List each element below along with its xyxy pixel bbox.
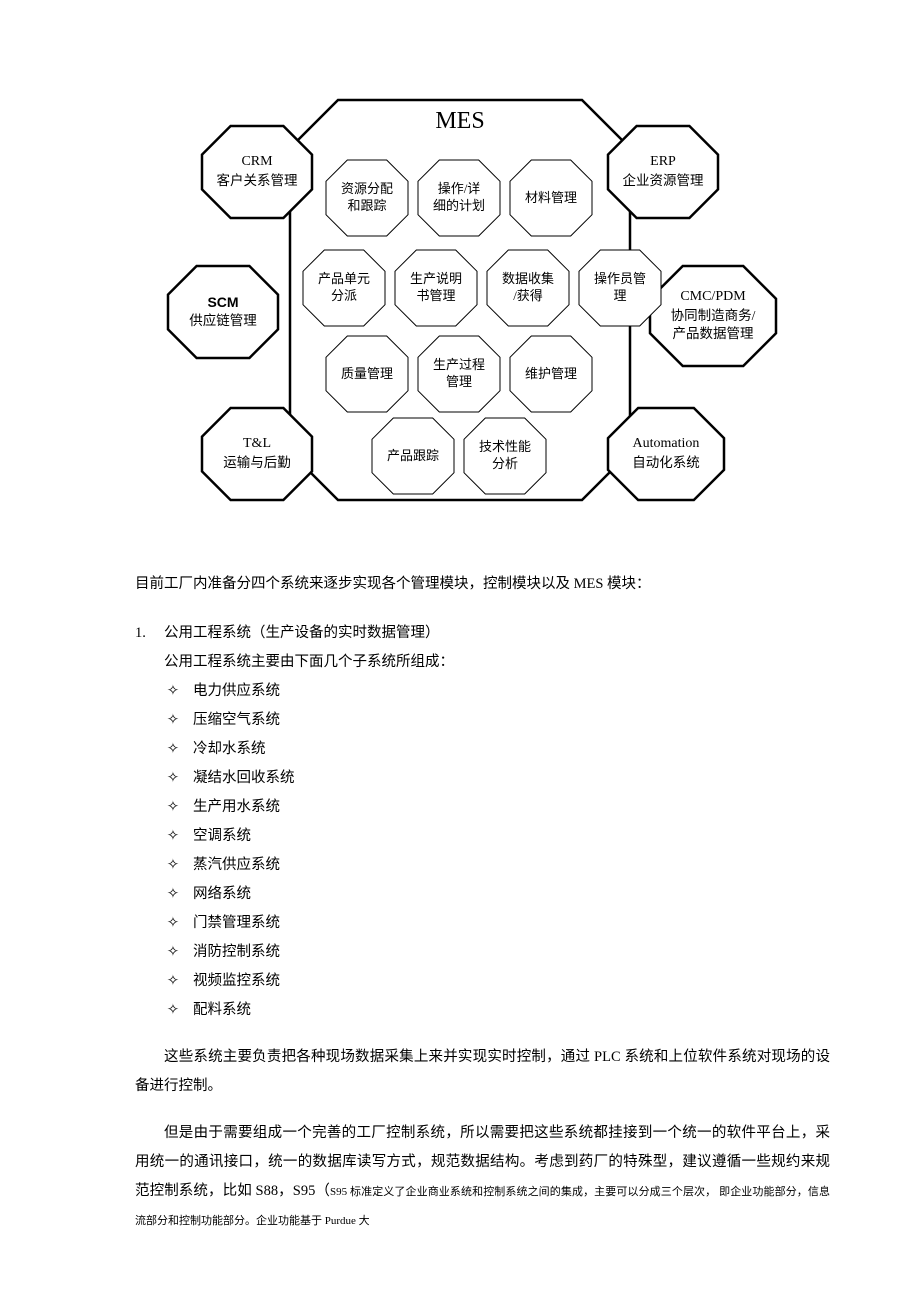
inner-label-n9: 生产过程管理 (418, 336, 500, 412)
diamond-bullet-icon: ✧ (167, 677, 193, 706)
para2-text: 这些系统主要负责把各种现场数据采集上来并实现实时控制，通过 PLC 系统和上位软… (135, 1043, 830, 1101)
outer-label-cmc: CMC/PDM协同制造商务/产品数据管理 (650, 266, 776, 366)
diamond-bullet-icon: ✧ (167, 938, 193, 967)
inner-label-n11: 产品跟踪 (372, 418, 454, 494)
diamond-bullet-icon: ✧ (167, 967, 193, 996)
diamond-bullet-icon: ✧ (167, 735, 193, 764)
subsystem-item: ✧冷却水系统 (167, 735, 830, 764)
subsystem-item: ✧凝结水回收系统 (167, 764, 830, 793)
diamond-bullet-icon: ✧ (167, 706, 193, 735)
subsystem-item: ✧网络系统 (167, 880, 830, 909)
inner-label-n12: 技术性能分析 (464, 418, 546, 494)
sec1-subtitle: 公用工程系统主要由下面几个子系统所组成： (164, 648, 830, 677)
paragraph-2: 这些系统主要负责把各种现场数据采集上来并实现实时控制，通过 PLC 系统和上位软… (135, 1043, 830, 1101)
subsystem-item: ✧视频监控系统 (167, 967, 830, 996)
subsystem-item: ✧空调系统 (167, 822, 830, 851)
subsystem-item: ✧电力供应系统 (167, 677, 830, 706)
inner-label-n3: 材料管理 (510, 160, 592, 236)
diamond-bullet-icon: ✧ (167, 764, 193, 793)
diamond-bullet-icon: ✧ (167, 793, 193, 822)
subsystem-label: 电力供应系统 (193, 677, 280, 706)
mes-diagram: MES CRM客户关系管理ERP企业资源管理SCM供应链管理CMC/PDM协同制… (140, 80, 780, 510)
subsystem-item: ✧生产用水系统 (167, 793, 830, 822)
inner-label-n4: 产品单元分派 (303, 250, 385, 326)
subsystem-item: ✧蒸汽供应系统 (167, 851, 830, 880)
diamond-bullet-icon: ✧ (167, 851, 193, 880)
paragraph-3: 但是由于需要组成一个完善的工厂控制系统，所以需要把这些系统都挂接到一个统一的软件… (135, 1119, 830, 1235)
subsystem-label: 凝结水回收系统 (193, 764, 295, 793)
inner-label-n1: 资源分配和跟踪 (326, 160, 408, 236)
diamond-bullet-icon: ✧ (167, 996, 193, 1025)
subsystem-label: 视频监控系统 (193, 967, 280, 996)
subsystem-label: 网络系统 (193, 880, 251, 909)
subsystem-label: 配料系统 (193, 996, 251, 1025)
diamond-bullet-icon: ✧ (167, 822, 193, 851)
subsystem-list: ✧电力供应系统✧压缩空气系统✧冷却水系统✧凝结水回收系统✧生产用水系统✧空调系统… (167, 677, 830, 1025)
section-1: 1. 公用工程系统（生产设备的实时数据管理） 公用工程系统主要由下面几个子系统所… (135, 619, 830, 1025)
body-text: 目前工厂内准备分四个系统来逐步实现各个管理模块，控制模块以及 MES 模块： 1… (135, 570, 830, 1235)
subsystem-item: ✧配料系统 (167, 996, 830, 1025)
subsystem-label: 冷却水系统 (193, 735, 266, 764)
diamond-bullet-icon: ✧ (167, 880, 193, 909)
intro-line: 目前工厂内准备分四个系统来逐步实现各个管理模块，控制模块以及 MES 模块： (135, 570, 830, 599)
inner-label-n6: 数据收集/获得 (487, 250, 569, 326)
outer-label-erp: ERP企业资源管理 (608, 126, 718, 218)
inner-label-n7: 操作员管理 (579, 250, 661, 326)
outer-label-tl: T&L运输与后勤 (202, 408, 312, 500)
subsystem-label: 消防控制系统 (193, 938, 280, 967)
subsystem-label: 空调系统 (193, 822, 251, 851)
subsystem-label: 蒸汽供应系统 (193, 851, 280, 880)
outer-label-aut: Automation自动化系统 (608, 408, 724, 500)
inner-label-n8: 质量管理 (326, 336, 408, 412)
sec1-number: 1. (135, 619, 164, 648)
subsystem-item: ✧压缩空气系统 (167, 706, 830, 735)
subsystem-label: 门禁管理系统 (193, 909, 280, 938)
inner-label-n5: 生产说明书管理 (395, 250, 477, 326)
inner-label-n2: 操作/详细的计划 (418, 160, 500, 236)
outer-label-crm: CRM客户关系管理 (202, 126, 312, 218)
para3-text: 但是由于需要组成一个完善的工厂控制系统，所以需要把这些系统都挂接到一个统一的软件… (135, 1119, 830, 1235)
subsystem-item: ✧门禁管理系统 (167, 909, 830, 938)
subsystem-label: 压缩空气系统 (193, 706, 280, 735)
subsystem-item: ✧消防控制系统 (167, 938, 830, 967)
diamond-bullet-icon: ✧ (167, 909, 193, 938)
outer-label-scm: SCM供应链管理 (168, 266, 278, 358)
inner-label-n10: 维护管理 (510, 336, 592, 412)
subsystem-label: 生产用水系统 (193, 793, 280, 822)
sec1-title: 公用工程系统（生产设备的实时数据管理） (164, 619, 440, 648)
